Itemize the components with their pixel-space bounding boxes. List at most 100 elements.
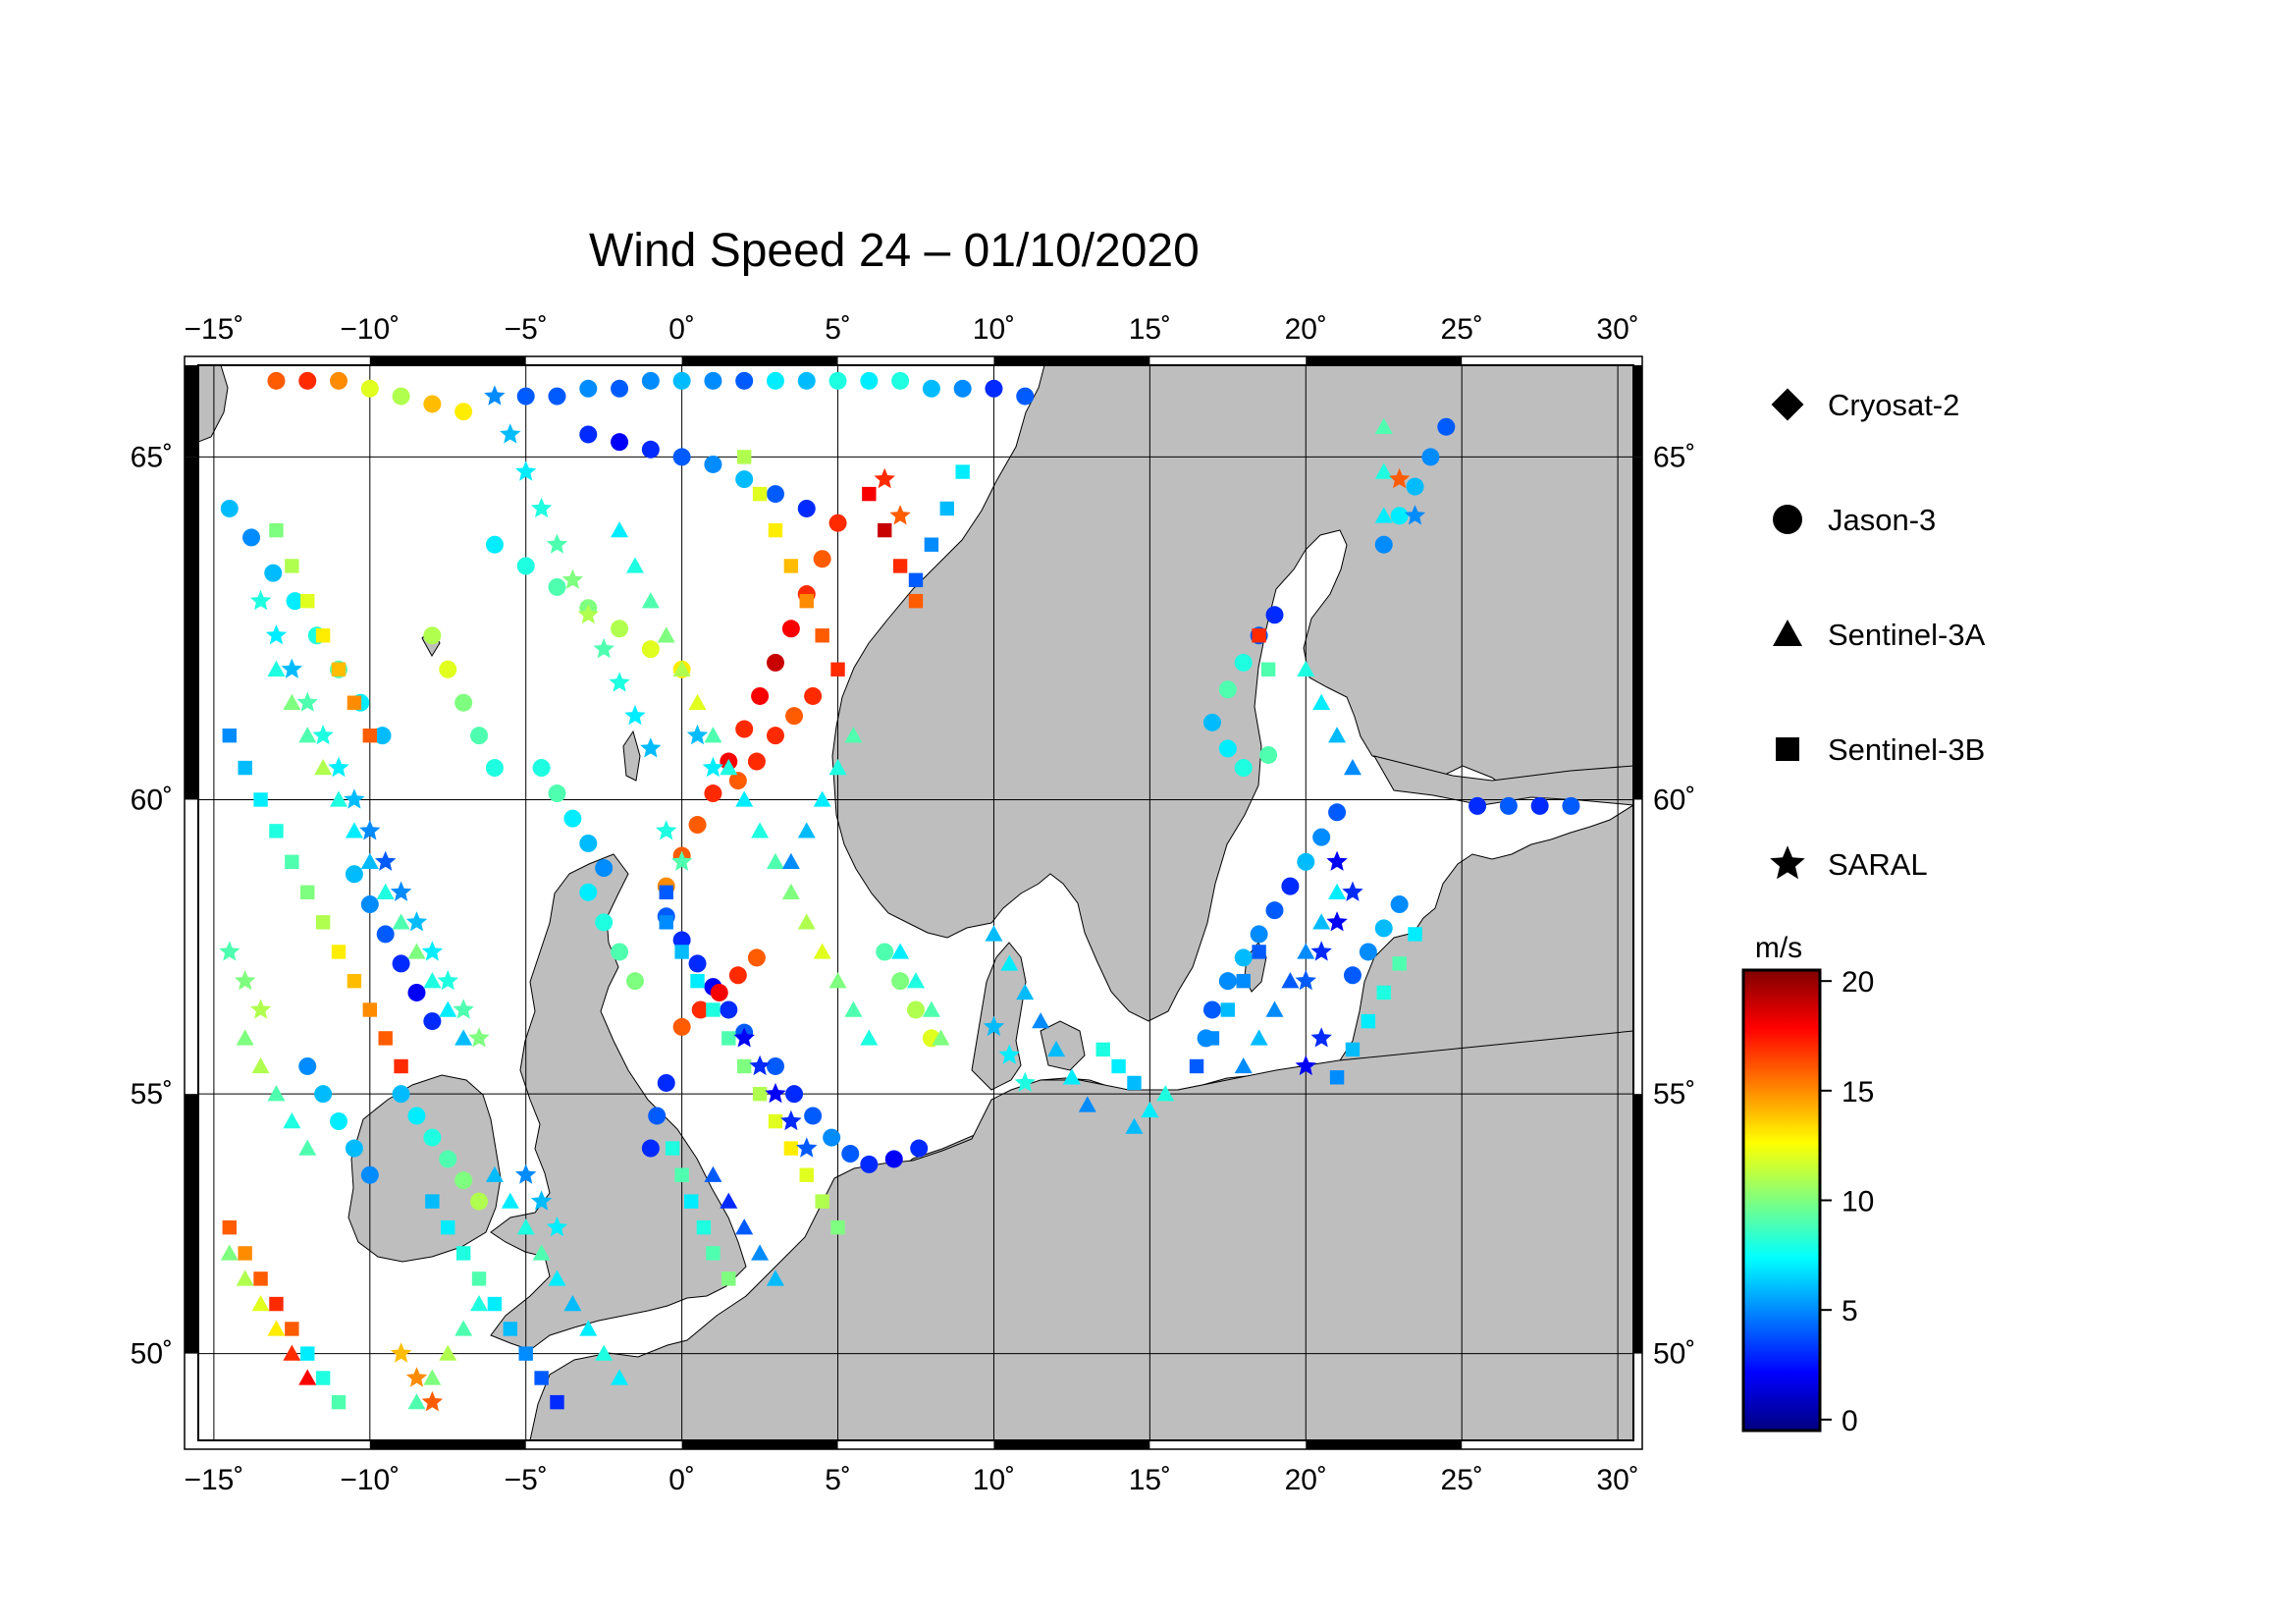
- lon-tick-label-bottom: 10˚: [973, 1464, 1015, 1496]
- sentinel-3b-point: [362, 728, 378, 743]
- saral-point: [656, 820, 677, 840]
- jason-3-point: [1202, 1001, 1221, 1019]
- saral-point: [1388, 467, 1411, 489]
- sentinel-3a-point: [1265, 1001, 1284, 1017]
- sentinel-3b-point: [300, 1346, 315, 1361]
- jason-3-point: [1016, 387, 1035, 406]
- jason-3-point: [1281, 877, 1300, 895]
- sentinel-3a-point: [236, 1270, 254, 1286]
- jason-3-point: [267, 371, 286, 390]
- sentinel-3a-point: [1047, 1040, 1066, 1057]
- sentinel-3b-point: [683, 1194, 699, 1209]
- frame-band: [993, 356, 1150, 365]
- cryosat-2-legend-symbol: [1771, 388, 1804, 421]
- sentinel-3b-point: [1345, 1042, 1361, 1057]
- colorbar-tick-label: 10: [1842, 1186, 1874, 1218]
- sentinel-3b-point: [1111, 1058, 1126, 1074]
- saral-legend-symbol: [1770, 845, 1805, 880]
- sentinel-3a-point: [797, 913, 816, 930]
- jason-3-point: [376, 925, 395, 944]
- jason-3-point: [516, 557, 535, 575]
- jason-3-point: [1218, 972, 1237, 991]
- sentinel-3b-point: [1252, 628, 1266, 643]
- sentinel-3a-point: [1297, 943, 1315, 959]
- sentinel-3a-point: [1312, 693, 1331, 710]
- saral-point: [249, 589, 272, 611]
- jason-3-point: [672, 931, 691, 949]
- sentinel-3b-point: [300, 593, 315, 609]
- sentinel-3a-point: [1000, 954, 1019, 971]
- sentinel-3b-point: [908, 572, 924, 587]
- jason-3-point: [804, 1107, 823, 1125]
- sentinel-3b-point: [285, 854, 299, 870]
- jason-3-point: [766, 727, 784, 745]
- sentinel-3a-legend-symbol: [1773, 620, 1802, 646]
- sentinel-3b-point: [736, 450, 752, 464]
- lat-tick-label-right: 65˚: [1653, 441, 1695, 473]
- sentinel-3b-point: [1361, 1013, 1376, 1029]
- sentinel-3b-point: [238, 1246, 252, 1261]
- jason-3-point: [828, 371, 847, 390]
- sentinel-3a-point: [267, 1085, 286, 1102]
- saral-point: [328, 756, 349, 778]
- sentinel-3b-point: [659, 915, 673, 930]
- jason-3-point: [1202, 713, 1221, 731]
- sentinel-3b-point: [1392, 956, 1407, 971]
- sentinel-3a-point: [657, 626, 675, 643]
- sentinel-3a-point: [781, 883, 800, 899]
- sentinel-3a-point: [330, 790, 348, 807]
- saral-point: [889, 505, 911, 525]
- sentinel-3b-point: [690, 973, 705, 989]
- jason-3-point: [953, 379, 972, 398]
- sentinel-3a-point: [1234, 1056, 1253, 1074]
- saral-point: [1310, 1027, 1332, 1048]
- jason-3-point: [641, 440, 660, 459]
- jason-3-point: [579, 425, 598, 444]
- sentinel-3b-point: [331, 1394, 347, 1410]
- sentinel-3b-point: [696, 1219, 712, 1235]
- sentinel-3a-point: [688, 693, 707, 710]
- jason-3-point: [1468, 796, 1487, 815]
- lat-tick-label-left: 50˚: [131, 1338, 173, 1371]
- sentinel-3a-point: [345, 822, 363, 839]
- sentinel-3b-point: [1204, 1031, 1220, 1046]
- saral-point: [421, 1390, 444, 1412]
- sentinel-3b-point: [285, 559, 299, 573]
- sentinel-3a-point: [532, 1244, 551, 1261]
- sentinel-3b-point: [222, 1219, 237, 1235]
- sentinel-3a-point: [1156, 1085, 1175, 1102]
- sentinel-3b-point: [830, 1219, 845, 1235]
- jason-3-point: [454, 403, 473, 421]
- sentinel-3a-point: [797, 822, 816, 839]
- jason-3-point: [439, 660, 457, 678]
- sentinel-3b-point: [736, 1058, 752, 1074]
- lat-tick-label-right: 60˚: [1653, 784, 1695, 816]
- sentinel-3a-point: [704, 1165, 722, 1182]
- jason-3-point: [1421, 448, 1440, 466]
- saral-point: [359, 820, 381, 840]
- sentinel-3b-point: [269, 824, 284, 839]
- lon-tick-label-top: 20˚: [1285, 313, 1327, 346]
- sentinel-3a-point: [267, 660, 286, 676]
- legend-label-cryosat-2: Cryosat-2: [1828, 388, 1959, 422]
- jason-3-point: [454, 1171, 473, 1190]
- saral-point: [874, 467, 895, 489]
- sentinel-3b-point: [315, 628, 331, 643]
- lon-tick-label-bottom: −10˚: [340, 1464, 400, 1496]
- jason-3-point: [688, 816, 707, 835]
- sentinel-3a-point: [1343, 759, 1362, 776]
- sentinel-3a-point: [298, 1139, 317, 1156]
- frame-band: [1633, 457, 1642, 800]
- jason-3-point: [785, 707, 804, 726]
- jason-3-point: [1234, 948, 1253, 967]
- jason-3-point: [611, 620, 629, 638]
- sentinel-3a-point: [516, 1218, 535, 1235]
- sentinel-3a-point: [1250, 1029, 1268, 1046]
- jason-3-point: [922, 379, 940, 398]
- sentinel-3a-point: [860, 1029, 879, 1046]
- jason-3-point: [704, 784, 722, 803]
- sentinel-3a-point: [360, 852, 379, 870]
- sentinel-3b-point: [674, 945, 689, 959]
- jason-3-point: [242, 528, 261, 547]
